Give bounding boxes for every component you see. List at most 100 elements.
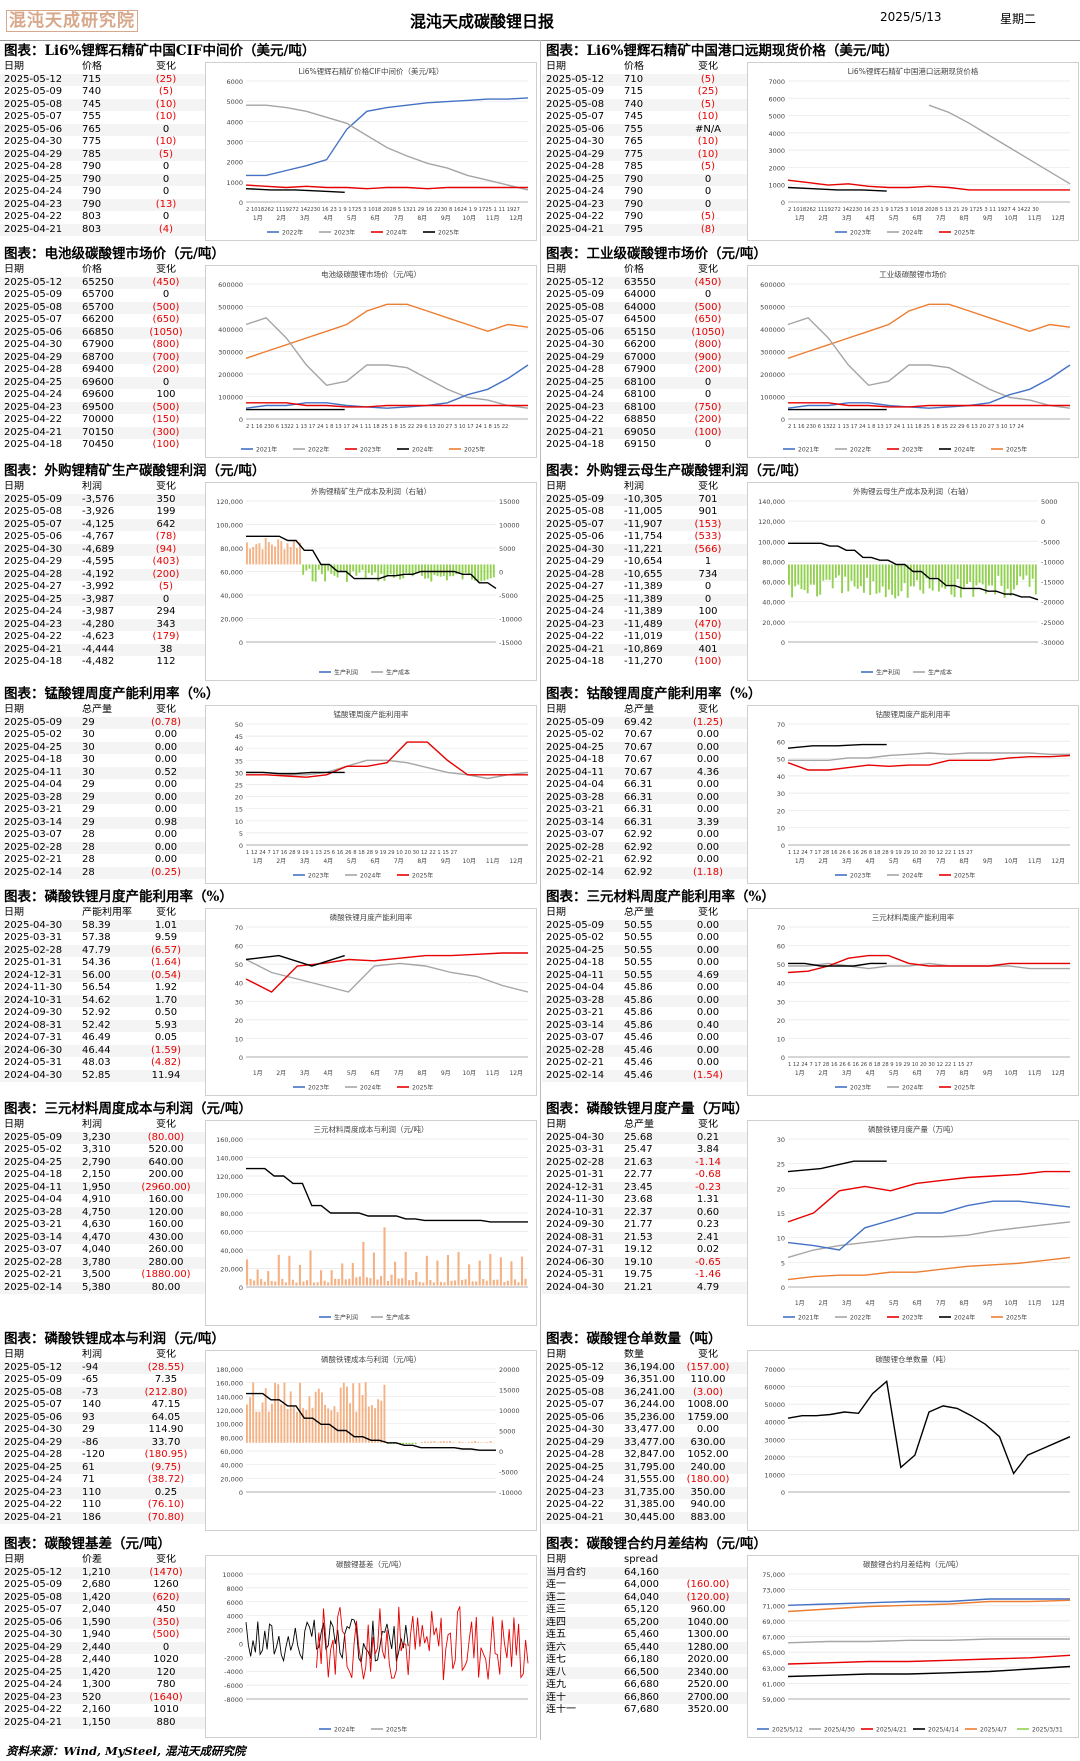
table-cell: (10) — [697, 148, 719, 160]
table-row: 2025-04-28 32,847.00 1052.00 — [542, 1449, 747, 1462]
table-cell: (28.55) — [147, 1361, 185, 1373]
table-row: 连十一 67,680 3520.00 — [542, 1704, 747, 1717]
table-row: 2025-04-24 790 0 — [0, 186, 205, 199]
table-row: 2025-04-30 29 114.90 — [0, 1424, 205, 1437]
table-row: 2025-04-22 70000 (150) — [0, 414, 205, 427]
x-month-label: 9月 — [983, 858, 993, 865]
chart-svg: 碳酸锂仓单数量（吨）700006000050000400003000020000… — [764, 1354, 1071, 1497]
profit-bar — [296, 548, 298, 565]
table-cell: 62.92 — [624, 854, 653, 865]
profit-bar — [838, 564, 840, 576]
profit-bar — [443, 1282, 446, 1286]
table-cell: 701 — [698, 493, 718, 505]
table-cell: 2025-05-12 — [4, 1566, 63, 1578]
y-tick-label: 300000 — [218, 349, 243, 357]
table-cell: 66.31 — [624, 779, 653, 790]
table-cell: (650) — [694, 314, 722, 325]
profit-bar — [922, 564, 925, 594]
x-month-label: 2月 — [276, 858, 286, 865]
table-cell: (650) — [152, 314, 180, 325]
profit-bar — [934, 564, 937, 578]
column-header: 价格 — [624, 61, 644, 72]
table-cell: 68100 — [624, 389, 656, 400]
data-table: 日期 价差 变化 2025-05-12 1,210 (1470) 2025-05-09 2,6… — [0, 1554, 205, 1729]
y-tick-label: 63,000 — [762, 1665, 785, 1673]
table-cell: 连三 — [546, 1604, 566, 1615]
profit-bar — [280, 1404, 283, 1443]
table-row: 2025-04-21 69050 (100) — [542, 426, 747, 439]
profit-bar — [376, 1279, 379, 1286]
y-tick-label: 50 — [777, 961, 785, 969]
table-row: 2025-02-28 62.92 0.00 — [542, 841, 747, 854]
column-header: 变化 — [156, 481, 176, 492]
profit-bar — [374, 1408, 376, 1443]
table-cell: (179) — [152, 631, 180, 642]
table-cell: -4,689 — [82, 543, 115, 555]
legend-label: 2022年 — [850, 1314, 871, 1322]
table-row: 2025-03-31 25.47 3.84 — [542, 1144, 747, 1157]
table-row: 2025-04-23 69500 (500) — [0, 401, 205, 414]
chart-area: 磷酸铁锂月度产量（万吨） 30 25 20 15 10 5 0 1月 2月 3月 4月 5月 6月 7月 8月… — [747, 1120, 1079, 1326]
table-row: 2025-04-22 803 0 — [0, 211, 205, 224]
table-row: 2025-05-08 745 (10) — [0, 98, 205, 111]
y-tick-label: 4000 — [226, 118, 243, 126]
table-cell: 1.01 — [154, 919, 178, 931]
y-tick-label: 60,000 — [220, 1229, 243, 1237]
table-cell: 740 — [82, 86, 102, 97]
table-row: 2025-05-12 63550 (450) — [542, 276, 747, 289]
table-cell: (300) — [152, 426, 180, 438]
table-cell: 240.00 — [690, 1461, 726, 1473]
table-cell: 0.00 — [696, 804, 720, 815]
table-cell: 2025-04-18 — [4, 439, 63, 450]
profit-bar — [513, 1279, 517, 1286]
profit-bar — [984, 564, 987, 594]
profit-bar — [928, 564, 931, 589]
table-row: 2024-09-30 21.77 0.23 — [542, 1219, 747, 1232]
profit-bar — [891, 564, 893, 595]
profit-bar — [302, 1407, 305, 1443]
x-month-label: 5月 — [889, 215, 899, 222]
table-cell: 66.31 — [624, 804, 653, 815]
table-cell: 2025-04-29 — [4, 148, 63, 160]
table-cell: 2024-04-30 — [546, 1281, 605, 1293]
table-cell: 803 — [82, 223, 102, 235]
table-cell: 2025-04-28 — [4, 161, 63, 172]
panel-title: 图表：磷酸铁锂成本与利润（元/吨） — [0, 1330, 538, 1348]
x-month-label: 5月 — [347, 858, 357, 865]
table-cell: 0 — [162, 1641, 170, 1653]
x-month-label: 10月 — [1004, 1300, 1018, 1307]
x-month-label: 2月 — [276, 215, 286, 222]
table-cell: 790 — [82, 173, 102, 185]
table-cell: 69600 — [82, 389, 114, 400]
table-row: 2025-05-12 715 (25) — [0, 73, 205, 86]
y-tick-label: -4000 — [224, 1668, 243, 1676]
table-cell: 28 — [82, 841, 95, 853]
table-cell: 0 — [162, 123, 170, 135]
profit-bar — [1009, 564, 1012, 596]
profit-bar — [492, 1279, 495, 1286]
profit-bar — [430, 1441, 433, 1443]
table-cell: 45.86 — [624, 982, 653, 993]
table-cell: 790 — [624, 186, 644, 197]
table-row: 2024-12-31 56.00 (0.54) — [0, 969, 205, 982]
table-cell: 19.75 — [624, 1269, 653, 1280]
legend-label: 2024年 — [334, 1726, 355, 1734]
table-cell: 29 — [82, 1424, 95, 1435]
series-line-0 — [246, 759, 529, 780]
profit-bar — [327, 1408, 330, 1443]
table-cell: (450) — [152, 276, 180, 288]
table-cell: 2020.00 — [687, 1654, 729, 1665]
table-cell: 2024-11-30 — [4, 982, 63, 993]
x-month-label: 6月 — [370, 1070, 380, 1077]
table-row: 2025-05-12 36,194.00 (157.00) — [542, 1361, 747, 1374]
profit-bar — [355, 1411, 358, 1443]
table-row: 2025-04-21 -10,869 401 — [542, 643, 747, 656]
profit-bar — [1013, 564, 1015, 590]
table-cell: 1,150 — [82, 1716, 111, 1728]
table-cell: 0 — [704, 186, 712, 197]
y-tick-label: 25 — [777, 1161, 785, 1169]
profit-bar — [249, 1397, 251, 1443]
table-cell: 2025-05-09 — [546, 1374, 605, 1385]
table-cell: (180.00) — [686, 1474, 730, 1485]
column-header: 价格 — [82, 61, 102, 72]
